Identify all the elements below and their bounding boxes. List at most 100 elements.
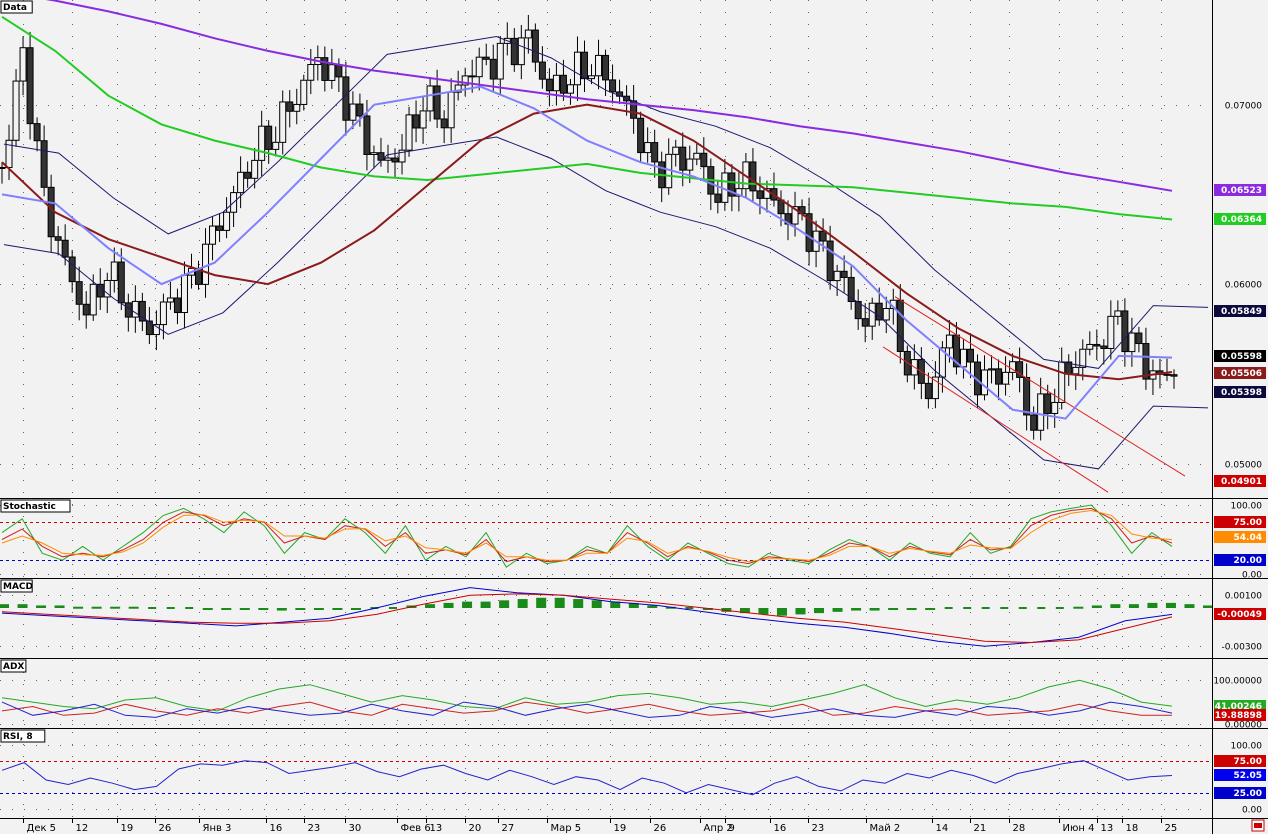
candle-body [1093,343,1101,347]
candle-body [19,47,27,82]
candle-body [1058,361,1066,403]
macd-histogram-bar [1018,607,1027,609]
candle-body [686,158,694,171]
candle-body [110,261,118,281]
x-tick-label: 19 [614,823,627,834]
candle-body [272,141,280,150]
macd-histogram-bar [258,608,269,610]
macd-histogram-bar [814,608,825,614]
macd-histogram-bar [573,599,584,608]
panel-title: ADX [3,662,24,672]
value-badge [1214,475,1266,487]
macd-histogram-bar [54,605,65,608]
x-tick-label: 14 [936,823,949,834]
macd-histogram-bar [1128,604,1139,608]
candle-body [552,74,560,92]
series-line [45,0,1173,192]
value-badge [1214,350,1266,362]
macd-histogram-bar [480,601,491,608]
value-badge-label: 0.06523 [1221,186,1262,196]
macd-histogram-bar [91,606,102,609]
macd-histogram-bar [888,608,899,610]
macd-histogram-bar [1184,604,1195,608]
candle-body [959,348,967,368]
value-badge-label: 0.06364 [1221,215,1262,225]
candle-body [461,75,469,86]
candle-body [496,42,504,80]
macd-histogram-bar [851,608,862,611]
candle-body [756,190,764,199]
macd-histogram-bar [591,600,602,608]
candle-body [1114,310,1122,317]
candle-body [875,302,883,321]
x-tick-label: 21 [974,823,987,834]
corner-icon-fill [1254,823,1262,828]
value-badge [1214,608,1266,620]
candle-body [1037,393,1045,431]
candle-body [637,117,645,154]
candle-body [440,118,448,129]
candle-body [988,368,996,371]
candle-body [103,279,111,298]
macd-histogram-bar [36,605,47,608]
candle-body [300,79,308,105]
candle-body [531,29,539,63]
envelope-line [3,35,1209,369]
y-tick-label: 0.05000 [1225,461,1262,471]
candle-body [602,54,610,81]
candle-body [251,159,259,179]
macd-histogram-bar [128,606,139,609]
value-badge-label: 75.00 [1234,757,1262,767]
macd-histogram-bar [443,602,454,608]
macd-histogram-bar [0,604,9,608]
value-badge [1214,305,1266,317]
candle-body [847,276,855,303]
value-badge-label: 75.00 [1234,518,1262,528]
panel-title: RSI, 8 [3,732,33,742]
candle-body [995,368,1003,385]
candle-body [1002,371,1010,385]
panel-bg-rsi [0,729,1268,818]
macd-histogram-bar [1165,602,1176,608]
candle-body [419,110,427,129]
candle-body [68,256,76,283]
candle-body [763,188,771,199]
panel-bg-adx [0,659,1268,728]
candle-body [173,297,181,314]
candle-body [244,171,252,179]
candle-body [426,85,434,112]
candle-body [152,324,160,336]
candle-body [166,297,174,303]
value-badge [1214,787,1266,799]
value-badge-label: 0.05849 [1221,307,1262,317]
value-badge [1214,213,1266,225]
candle-body [61,239,69,258]
panel-bg-stochastic [0,499,1268,578]
trend-channel-lower [882,346,1109,493]
candle-body [1044,393,1052,414]
candle-body [651,142,659,163]
candle-body [566,84,574,94]
candle-body [138,300,146,322]
macd-histogram-bar [1037,607,1046,609]
candle-body [1072,366,1080,375]
trend-channel-upper [894,296,1186,477]
candle-body [1016,361,1024,378]
macd-histogram-bar [295,608,306,610]
value-badge-label: -0.00049 [1217,610,1262,620]
panel-bg-price [0,0,1268,498]
x-tick-label: 23 [812,823,825,834]
candle-body [433,85,441,120]
candle-body [735,188,743,197]
x-tick-label: Апр 2 [704,823,733,834]
value-badge-label: 0.04901 [1221,477,1262,487]
panel-title-box [0,579,33,593]
candle-body [321,57,329,81]
candle-body [510,37,518,66]
candle-body [370,152,378,155]
value-badge [1214,709,1266,721]
value-badge-label: 25.00 [1234,789,1262,799]
candle-body [819,230,827,242]
candle-body [279,101,287,143]
macd-histogram-bar [185,607,194,609]
